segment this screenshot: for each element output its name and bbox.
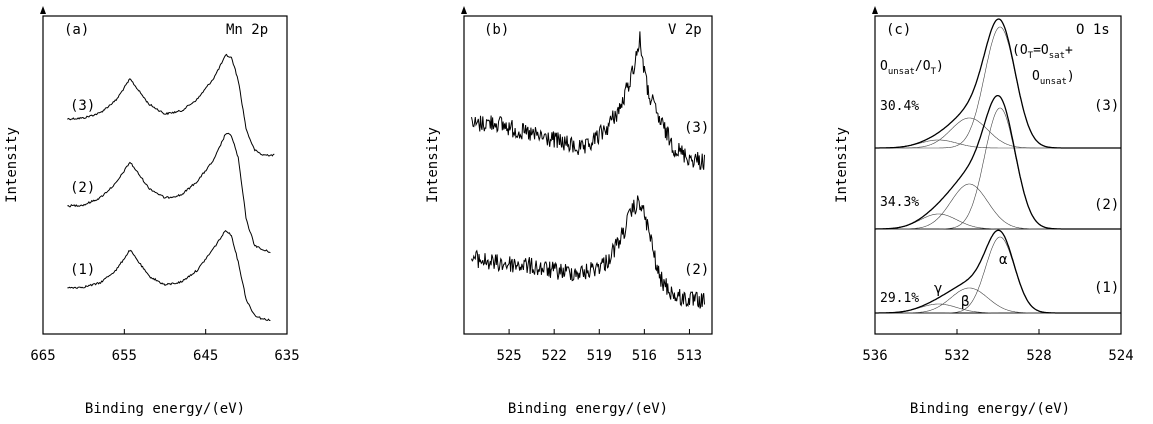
panel-b-xlabel: Binding energy/(eV) <box>508 401 668 417</box>
panel-a-xlabel: Binding energy/(eV) <box>85 401 245 417</box>
panel-a-curve-label-2: (2) <box>70 180 95 196</box>
peak-gamma-label: γ <box>934 281 942 297</box>
panel-a-xticks: 665 655 645 635 <box>30 329 300 364</box>
series-3-envelope <box>875 18 1121 149</box>
xtick-label-528: 528 <box>1026 348 1051 364</box>
panel-c-curves <box>875 18 1121 314</box>
panel-a-curves <box>67 53 275 321</box>
panel-b-element-label: V 2p <box>668 22 702 38</box>
series-2-alpha-component <box>875 107 1121 230</box>
xtick-label-635: 635 <box>274 348 299 364</box>
series-2-envelope <box>875 94 1121 230</box>
series-2 <box>471 195 705 309</box>
panel-c-ylabel: Intensity <box>834 127 850 203</box>
ratio-close: ) <box>936 59 944 74</box>
panel-b-curve-label-2: (2) <box>684 262 709 278</box>
panel-a-ylabel: Intensity <box>4 127 20 203</box>
series-3-beta-component <box>875 117 1121 149</box>
ratio-o: O <box>880 59 888 74</box>
panel-b-curve-label-3: (3) <box>684 120 709 136</box>
ratio-sub-unsat: unsat <box>888 67 915 77</box>
formula-o2: O <box>1032 69 1040 84</box>
formula-sub-unsat: unsat <box>1040 77 1067 87</box>
panel-c-element-label: O 1s <box>1076 22 1110 38</box>
formula-sub-t: T <box>1028 51 1034 61</box>
panel-b-yaxis-arrow <box>461 6 467 14</box>
panel-c-curve-label-2: (2) <box>1094 197 1119 213</box>
panel-b-ylabel: Intensity <box>425 127 441 203</box>
series-2-gamma-component <box>875 213 1121 230</box>
panel-b-xticks: 525 522 519 516 513 <box>496 329 702 364</box>
panel-c-curve-label-1: (1) <box>1094 280 1119 296</box>
xtick-label-532: 532 <box>944 348 969 364</box>
formula-sub-sat: sat <box>1049 51 1065 61</box>
panel-c: (c) O 1s Ounsat/OT) (OT=Osat+ Ounsat) 30… <box>834 6 1134 417</box>
series-3 <box>67 53 275 157</box>
panel-c-frame <box>874 15 1122 335</box>
panel-b-frame <box>463 15 713 335</box>
panel-a-curve-label-1: (1) <box>70 262 95 278</box>
panel-a-frame <box>42 15 288 335</box>
ratio-slash-o: /O <box>915 59 931 74</box>
xtick-label-522: 522 <box>542 348 567 364</box>
peak-alpha-label: α <box>999 252 1008 268</box>
formula-plus: + <box>1065 43 1073 58</box>
xtick-label-536: 536 <box>862 348 887 364</box>
series-1 <box>67 230 271 321</box>
panel-a-curve-label-3: (3) <box>70 98 95 114</box>
panel-c-xlabel: Binding energy/(eV) <box>910 401 1070 417</box>
series-3-alpha-component <box>875 26 1121 149</box>
panel-a-element-label: Mn 2p <box>226 22 268 38</box>
formula-open-o: (O <box>1012 43 1028 58</box>
panel-a: (a) Mn 2p (3) (2) (1) 665 655 645 635 Inten… <box>4 6 300 417</box>
series-3 <box>471 31 705 170</box>
panel-b-curves <box>471 31 705 309</box>
panel-a-element-text: Mn 2p <box>226 22 268 38</box>
panel-c-label: (c) <box>886 22 911 38</box>
xtick-label-519: 519 <box>587 348 612 364</box>
panel-c-yaxis-arrow <box>872 6 878 14</box>
series-2 <box>67 132 271 254</box>
xtick-label-665: 665 <box>30 348 55 364</box>
percent-curve-1: 29.1% <box>880 291 919 306</box>
series-3-gamma-component <box>875 139 1121 149</box>
series-1-envelope <box>875 229 1121 314</box>
panel-b-label: (b) <box>484 22 509 38</box>
xtick-label-524: 524 <box>1108 348 1133 364</box>
panel-a-label: (a) <box>64 22 89 38</box>
percent-curve-2: 34.3% <box>880 195 919 210</box>
percent-curve-3: 30.4% <box>880 99 919 114</box>
ratio-label: Ounsat/OT) <box>880 59 944 77</box>
xtick-label-645: 645 <box>193 348 218 364</box>
formula-line1: (OT=Osat+ <box>1012 43 1073 61</box>
panel-c-curve-label-3: (3) <box>1094 98 1119 114</box>
panel-b: (b) V 2p (3) (2) 525 522 519 516 513 Intensi… <box>425 6 713 417</box>
xtick-label-655: 655 <box>112 348 137 364</box>
formula-close: ) <box>1067 69 1075 84</box>
peak-beta-label: β <box>961 294 969 310</box>
xtick-label-525: 525 <box>496 348 521 364</box>
xtick-label-513: 513 <box>677 348 702 364</box>
panel-c-xticks: 536 532 528 524 <box>862 329 1134 364</box>
formula-eq-o: =O <box>1033 43 1049 58</box>
xtick-label-516: 516 <box>632 348 657 364</box>
panel-a-yaxis-arrow <box>40 6 46 14</box>
ratio-sub-t: T <box>931 67 937 77</box>
formula-line2: Ounsat) <box>1032 69 1075 87</box>
